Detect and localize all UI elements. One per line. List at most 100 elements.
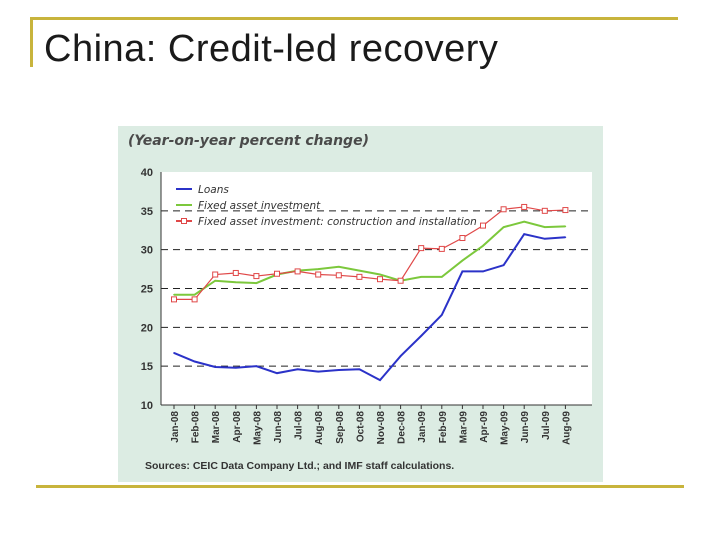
legend-label: Fixed asset investment: construction and… — [198, 216, 477, 228]
data-point-loans — [317, 370, 319, 373]
x-tick-label: Jan-09 — [417, 411, 428, 443]
data-point-loans — [255, 365, 258, 367]
data-point-fixed_asset_investment — [523, 220, 525, 223]
data-point-construction — [541, 207, 548, 214]
x-tick-label: Mar-09 — [458, 411, 469, 444]
data-point-fixed_asset_investment — [338, 265, 340, 268]
data-point-construction — [521, 203, 528, 210]
data-point-loans — [296, 368, 299, 371]
x-tick-label: Jun-09 — [520, 411, 531, 444]
data-point-construction — [377, 276, 383, 283]
chart-title: (Year-on-year percent change) — [128, 133, 369, 149]
y-tick-label: 25 — [141, 284, 153, 296]
frame-bottom-rule — [36, 485, 684, 488]
data-point-loans — [461, 270, 464, 273]
chart-source: Sources: CEIC Data Company Ltd.; and IMF… — [145, 460, 454, 472]
data-point-fixed_asset_investment — [214, 279, 216, 282]
data-point-fixed_asset_investment — [235, 281, 237, 284]
data-point-loans — [502, 264, 505, 266]
frame-top-rule — [30, 17, 678, 20]
data-point-construction — [500, 206, 507, 213]
data-point-fixed_asset_investment — [564, 225, 567, 228]
data-point-fixed_asset_investment — [544, 226, 546, 228]
data-point-loans — [441, 314, 443, 316]
x-tick-label: Apr-09 — [479, 411, 490, 443]
data-point-loans — [399, 355, 402, 357]
x-tick-label: Aug-08 — [314, 411, 325, 445]
x-tick-label: Aug-09 — [561, 411, 572, 445]
data-point-construction — [356, 273, 363, 280]
data-point-loans — [358, 368, 361, 371]
x-tick-label: May-08 — [252, 411, 263, 445]
x-tick-label: Sep-08 — [335, 411, 346, 444]
data-point-fixed_asset_investment — [461, 259, 464, 262]
data-point-fixed_asset_investment — [502, 226, 505, 228]
y-tick-label: 10 — [141, 400, 153, 412]
y-tick-label: 20 — [141, 322, 153, 334]
data-point-construction — [191, 296, 198, 303]
data-point-loans — [193, 360, 196, 363]
data-point-fixed_asset_investment — [379, 273, 381, 276]
series-line-fixed_asset_investment — [174, 220, 566, 296]
data-point-fixed_asset_investment — [482, 244, 484, 247]
frame-left-rule — [30, 17, 33, 67]
data-point-construction — [562, 207, 569, 214]
data-point-loans — [564, 236, 567, 239]
series-line-construction — [174, 206, 566, 300]
data-point-construction — [397, 277, 404, 284]
data-point-fixed_asset_investment — [420, 276, 423, 278]
y-tick-label: 40 — [141, 167, 153, 179]
x-tick-label: Feb-09 — [438, 411, 449, 444]
data-point-loans — [235, 366, 237, 369]
y-tick-label: 35 — [141, 206, 153, 218]
data-point-loans — [276, 372, 278, 374]
data-point-loans — [482, 270, 484, 273]
data-point-loans — [379, 379, 381, 381]
legend-label: Loans — [198, 184, 229, 196]
x-tick-label: Feb-08 — [191, 411, 202, 444]
data-point-loans — [214, 366, 216, 368]
x-tick-label: Jan-08 — [170, 411, 181, 443]
line-chart: (Year-on-year percent change) 10 15 20 25 30 3… — [128, 133, 592, 472]
data-point-loans — [544, 237, 546, 240]
x-tick-label: Mar-08 — [211, 411, 222, 444]
x-tick-label: Jul-09 — [541, 411, 552, 440]
data-point-construction — [232, 269, 239, 276]
slide-title: China: Credit-led recovery — [44, 28, 499, 70]
chart-panel: (Year-on-year percent change) 10 15 20 25 30 3… — [118, 126, 603, 482]
x-tick-label: Apr-08 — [232, 411, 243, 443]
y-tick-label: 15 — [141, 361, 153, 373]
legend-label: Fixed asset investment — [198, 200, 321, 212]
data-point-construction — [253, 273, 260, 280]
data-point-fixed_asset_investment — [317, 268, 319, 270]
legend-marker-construction — [181, 218, 187, 224]
data-point-construction — [438, 245, 445, 252]
data-point-construction — [274, 270, 280, 277]
data-point-construction — [418, 245, 425, 252]
data-point-construction — [335, 272, 342, 279]
x-tick-label: Jun-08 — [273, 411, 284, 444]
series-line-loans — [173, 233, 566, 382]
data-point-fixed_asset_investment — [441, 276, 443, 278]
data-point-loans — [338, 369, 340, 371]
x-tick-label: Dec-08 — [397, 411, 408, 444]
data-point-construction — [315, 271, 322, 278]
data-point-loans — [523, 233, 525, 235]
data-point-fixed_asset_investment — [358, 269, 361, 272]
data-point-fixed_asset_investment — [255, 282, 258, 284]
data-point-construction — [294, 268, 301, 275]
x-tick-label: Oct-08 — [355, 411, 366, 443]
x-tick-label: Jul-08 — [294, 411, 305, 440]
data-point-construction — [171, 296, 177, 303]
x-tick-label: May-09 — [500, 411, 511, 445]
data-point-loans — [173, 352, 175, 354]
data-point-fixed_asset_investment — [173, 293, 175, 296]
plot-area — [161, 172, 592, 405]
x-tick-label: Nov-08 — [376, 411, 387, 445]
data-point-loans — [420, 335, 423, 337]
data-point-fixed_asset_investment — [193, 293, 196, 296]
data-point-construction — [459, 235, 466, 242]
data-point-construction — [480, 222, 486, 229]
data-point-construction — [212, 271, 219, 278]
y-tick-label: 30 — [141, 245, 153, 257]
